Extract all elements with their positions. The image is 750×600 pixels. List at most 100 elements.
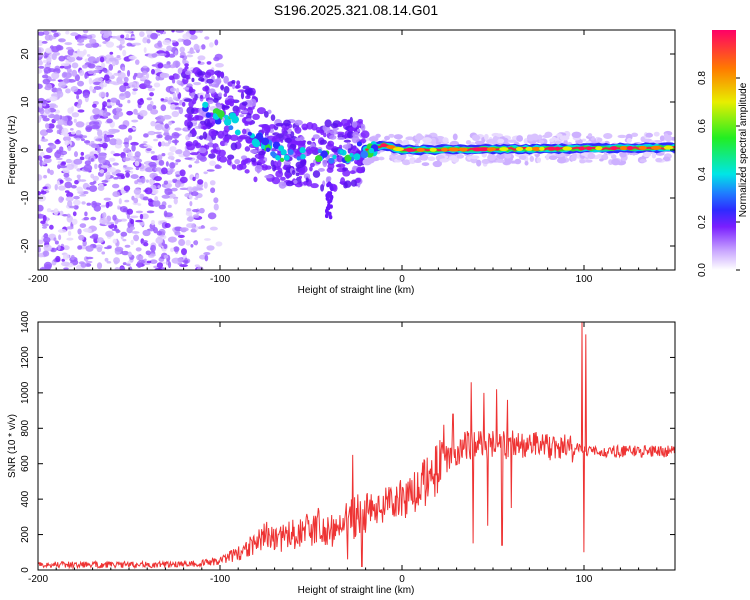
spectrogram-noise-cell [105,91,109,98]
spectrogram-noise-cell [108,64,114,71]
spectrogram-noise-cell [171,30,175,33]
spectrogram-noise-cell [204,254,209,262]
spectrogram-noise-cell [54,139,61,145]
spectrogram-noise-cell [229,100,235,107]
spectrogram-noise-cell [213,203,219,211]
spectrogram-noise-cell [118,81,126,85]
spectrogram-halo-cell [537,134,543,141]
spectrogram-noise-cell [350,179,357,187]
spectrogram-halo-cell [518,155,527,160]
spectrogram-noise-cell [348,127,356,132]
spectrogram-noise-cell [50,78,57,82]
spectrogram-noise-cell [220,84,224,91]
spectrogram-halo-cell [495,133,504,138]
spectrogram-noise-cell [105,230,114,237]
spectrogram-noise-cell [298,167,306,174]
spectrogram-noise-cell [109,81,117,85]
spectrogram-noise-cell [245,95,251,100]
spectrogram-trace-bead [339,149,344,154]
spectrogram-x-tick-label: 100 [576,274,593,285]
spectrogram-noise-cell [357,118,364,124]
spectrogram-halo-cell [476,159,482,167]
spectrogram-halo-cell [642,151,652,158]
spectrogram-noise-cell [150,32,158,40]
spectrogram-noise-cell [215,241,223,247]
spectrogram-y-ticks: -20 -10 0 10 20 [20,48,675,253]
spectrogram-noise-cell [89,85,93,92]
spectrogram-noise-cell [38,102,43,109]
spectrogram-trace-bead [416,147,425,152]
spectrogram-noise-cell [69,205,76,209]
spectrogram-trace-bead [223,118,232,126]
spectrogram-noise-cell [41,223,49,227]
spectrogram-noise-cell [186,207,192,212]
spectrogram-noise-cell [65,46,73,50]
spectrogram-noise-cell [188,164,193,168]
spectrogram-trace-bead [360,150,369,159]
spectrogram-noise-cell [174,127,182,131]
spectrogram-noise-cell [143,47,147,54]
spectrogram-noise-cell [179,264,188,268]
spectrogram-noise-cell [294,182,303,188]
spectrogram-halo-cell [653,131,660,137]
spectrogram-noise-cell [42,59,47,63]
spectrogram-noise-cell [167,139,172,145]
spectrogram-noise-cell [79,179,87,182]
spectrogram-noise-cell [309,162,315,168]
spectrogram-noise-cell [38,144,41,151]
spectrogram-noise-cell [202,125,207,130]
spectrogram-noise-cell [51,72,60,80]
spectrogram-noise-cell [40,220,46,224]
spectrogram-noise-cell [327,162,335,170]
spectrogram-noise-cell [90,143,100,149]
spectrogram-noise-cell [57,119,65,126]
spectrogram-noise-cell [171,78,176,84]
spectrogram-noise-cell [38,46,44,54]
spectrogram-noise-cell [82,64,88,69]
spectrogram-noise-cell [137,203,142,206]
spectrogram-noise-cell [77,109,85,113]
snr-y-tick-label: 0 [20,567,31,573]
spectrogram-halo-cell [626,137,632,143]
spectrogram-noise-cell [210,187,216,194]
spectrogram-noise-cell [90,140,95,144]
spectrogram-noise-cell [53,32,59,38]
spectrogram-noise-cell [276,159,282,168]
spectrogram-noise-cell [176,79,182,85]
spectrogram-y-tick-label: -10 [20,190,31,205]
spectrogram-noise-cell [66,56,71,60]
spectrogram-noise-cell [337,122,343,128]
spectrogram-noise-cell [106,260,112,264]
spectrogram-noise-cell [38,116,42,123]
spectrogram-noise-cell [62,151,67,155]
spectrogram-halo-cell [481,158,491,165]
spectrogram-halo-cell [571,131,582,139]
spectrogram-noise-cell [160,30,164,35]
spectrogram-noise-cell [83,191,89,195]
spectrogram-noise-cell [77,228,82,235]
spectrogram-noise-cell [57,229,67,233]
spectrogram-noise-cell [197,179,204,185]
spectrogram-noise-cell [93,121,100,125]
spectrogram-noise-cell [214,53,223,60]
spectrogram-noise-cell [82,92,90,99]
spectrogram-trace-bead [205,112,212,118]
spectrogram-noise-cell [343,139,352,143]
spectrogram-noise-cell [92,69,101,73]
spectrogram-noise-cell [173,197,178,205]
spectrogram-noise-cell [134,161,140,167]
spectrogram-noise-cell [73,204,79,210]
snr-frame [37,321,676,571]
spectrogram-noise-cell [115,107,120,112]
spectrogram-noise-cell [106,134,115,138]
spectrogram-noise-cell [239,114,245,118]
spectrogram-noise-cell [105,171,111,179]
spectrogram-noise-cell [44,34,51,41]
spectrogram-y-tick-label: 20 [20,48,31,60]
colorbar-tick-label: 0.4 [697,167,708,181]
spectrogram-noise-cell [360,123,366,132]
spectrogram-trace-bead [478,147,489,152]
spectrogram-noise-cell [146,85,153,89]
spectrogram-noise-cell [53,237,57,242]
spectrogram-noise-cell [153,82,161,88]
